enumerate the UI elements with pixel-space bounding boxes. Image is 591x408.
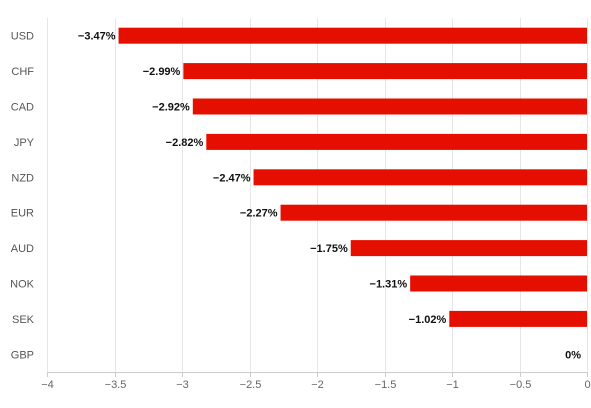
data-label: −2.92%: [152, 102, 190, 114]
data-label: −1.31%: [370, 279, 408, 291]
data-label: −2.27%: [240, 208, 278, 220]
bar-nok: [410, 275, 587, 292]
x-tick-label: −4: [41, 379, 54, 391]
bar-sek: [449, 310, 587, 327]
category-label: CHF: [11, 66, 34, 78]
bar-aud: [350, 240, 587, 257]
category-label: NOK: [10, 279, 35, 291]
category-label: CAD: [11, 102, 34, 114]
x-tick-label: −3: [176, 379, 189, 391]
bar-cad: [192, 98, 588, 115]
category-label: SEK: [12, 314, 35, 326]
bar-chf: [183, 63, 587, 80]
data-label: −3.47%: [78, 31, 116, 43]
category-label: NZD: [11, 172, 34, 184]
bar-eur: [280, 204, 587, 221]
category-label: USD: [11, 31, 34, 43]
category-label: EUR: [11, 208, 34, 220]
category-label: GBP: [11, 349, 34, 361]
x-tick-label: −1: [446, 379, 459, 391]
x-tick-label: −2: [311, 379, 324, 391]
data-label: 0%: [565, 349, 581, 361]
data-label: −2.82%: [166, 137, 204, 149]
bar-usd: [118, 27, 588, 44]
category-label: JPY: [14, 137, 35, 149]
data-label: −2.99%: [143, 66, 181, 78]
x-tick-label: −3.5: [105, 379, 127, 391]
data-label: −2.47%: [213, 172, 251, 184]
x-tick-label: −0.5: [510, 379, 532, 391]
x-tick-label: 0: [584, 379, 590, 391]
data-label: −1.75%: [310, 243, 348, 255]
data-label: −1.02%: [409, 314, 447, 326]
axes: [47, 372, 588, 377]
bars: [118, 27, 588, 327]
x-tick-label: −2.5: [240, 379, 262, 391]
bar-jpy: [206, 133, 588, 150]
x-tick-label: −1.5: [375, 379, 397, 391]
bar-nzd: [253, 169, 588, 186]
category-label: AUD: [11, 243, 34, 255]
labels: −4 −3.5 −3 −2.5 −2 −1.5 −1 −0.5 0 USD −3.47% CHF −2.…: [10, 31, 590, 391]
